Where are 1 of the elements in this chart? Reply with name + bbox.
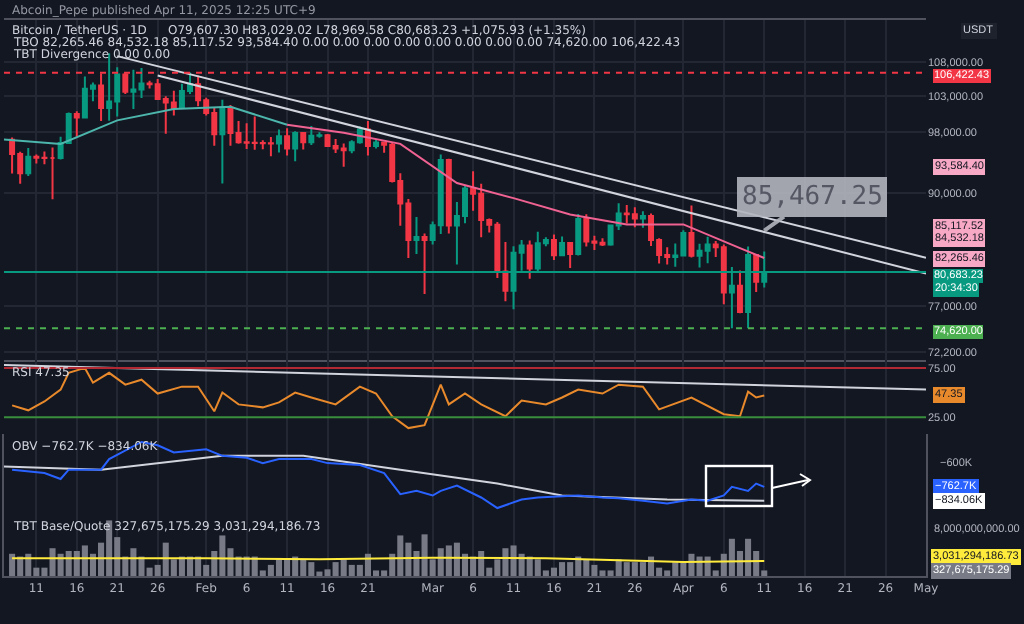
annotation: 85,467.25 bbox=[742, 182, 883, 212]
